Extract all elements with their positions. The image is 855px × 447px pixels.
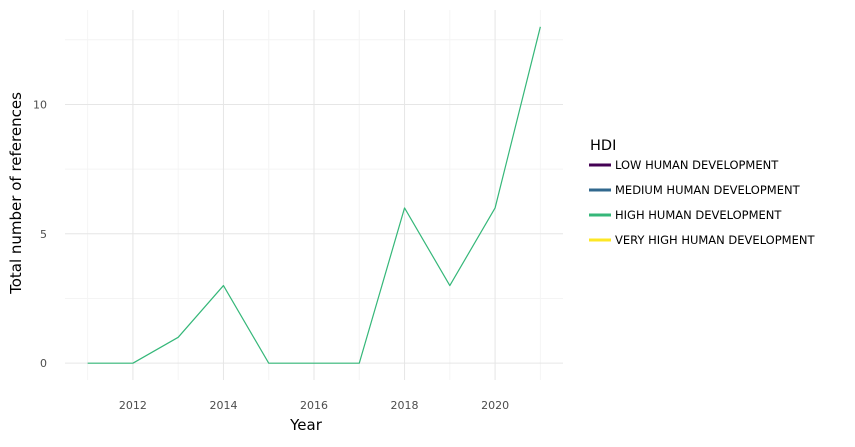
x-axis-title: Year [289, 416, 323, 434]
x-tick-label: 2018 [391, 399, 419, 412]
legend-item-medium: MEDIUM HUMAN DEVELOPMENT [589, 183, 801, 197]
legend-label: MEDIUM HUMAN DEVELOPMENT [615, 183, 801, 197]
y-axis-title: Total number of references [7, 92, 25, 295]
x-axis-ticks: 2012 2014 2016 2018 2020 [119, 399, 509, 412]
legend-label: LOW HUMAN DEVELOPMENT [615, 158, 779, 172]
series-layer [87, 26, 541, 364]
y-axis-ticks: 0 5 10 [33, 98, 47, 370]
legend-items: LOW HUMAN DEVELOPMENT MEDIUM HUMAN DEVELO… [589, 158, 815, 247]
y-tick-label: 10 [33, 98, 47, 111]
y-tick-label: 0 [40, 357, 47, 370]
series-line-high-human-development [87, 26, 541, 364]
legend-label: HIGH HUMAN DEVELOPMENT [615, 208, 782, 222]
legend-item-high: HIGH HUMAN DEVELOPMENT [589, 208, 782, 222]
y-tick-label: 5 [40, 228, 47, 241]
x-tick-label: 2014 [209, 399, 237, 412]
legend: HDI LOW HUMAN DEVELOPMENT MEDIUM HUMAN DE… [589, 138, 815, 247]
legend-item-low: LOW HUMAN DEVELOPMENT [589, 158, 779, 172]
major-gridlines [65, 10, 563, 380]
legend-item-very-high: VERY HIGH HUMAN DEVELOPMENT [589, 233, 815, 247]
x-tick-label: 2016 [300, 399, 328, 412]
x-tick-label: 2020 [481, 399, 509, 412]
x-tick-label: 2012 [119, 399, 147, 412]
legend-title: HDI [590, 138, 616, 154]
legend-label: VERY HIGH HUMAN DEVELOPMENT [615, 233, 815, 247]
